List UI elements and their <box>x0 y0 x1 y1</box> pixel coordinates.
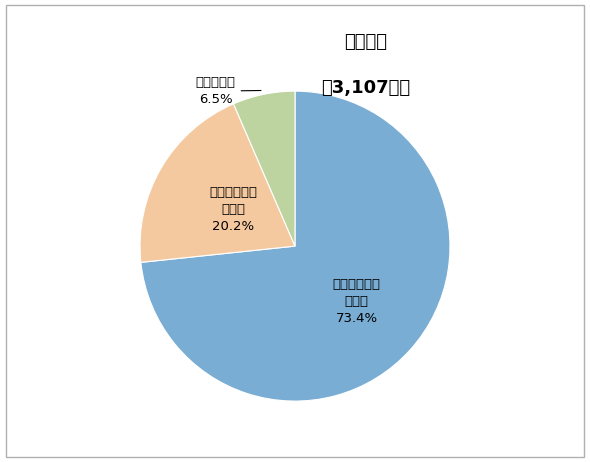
Text: 延滞したこと
がある
20.2%: 延滞したこと がある 20.2% <box>209 186 257 233</box>
Wedge shape <box>141 91 450 401</box>
Text: 延滞したこと
がない
73.4%: 延滞したこと がない 73.4% <box>333 279 381 325</box>
Wedge shape <box>234 91 295 246</box>
Text: わからない
6.5%: わからない 6.5% <box>196 76 261 106</box>
Wedge shape <box>140 104 295 262</box>
Text: （3,107人）: （3,107人） <box>321 79 411 97</box>
Text: 無延滞者: 無延滞者 <box>345 33 387 50</box>
